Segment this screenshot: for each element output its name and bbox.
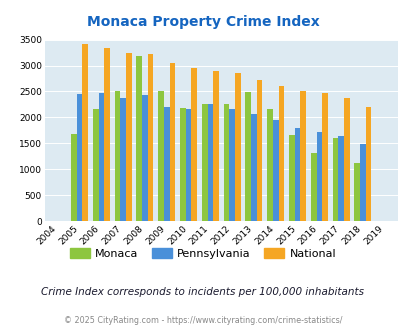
Bar — [316, 132, 322, 221]
Bar — [114, 91, 120, 221]
Text: Crime Index corresponds to incidents per 100,000 inhabitants: Crime Index corresponds to incidents per… — [41, 287, 364, 297]
Bar — [207, 104, 213, 221]
Bar — [82, 44, 88, 221]
Bar — [71, 134, 77, 221]
Legend: Monaca, Pennsylvania, National: Monaca, Pennsylvania, National — [65, 244, 340, 263]
Bar — [136, 56, 142, 221]
Bar — [147, 54, 153, 221]
Bar — [343, 98, 349, 221]
Bar — [93, 109, 98, 221]
Bar — [191, 68, 196, 221]
Bar — [169, 63, 175, 221]
Bar — [359, 144, 365, 221]
Bar — [278, 86, 284, 221]
Bar — [322, 93, 327, 221]
Bar — [365, 107, 371, 221]
Bar — [251, 114, 256, 221]
Bar — [120, 98, 126, 221]
Bar — [126, 52, 131, 221]
Bar — [245, 92, 251, 221]
Bar — [300, 91, 305, 221]
Bar — [332, 138, 337, 221]
Bar — [229, 109, 234, 221]
Bar — [354, 163, 359, 221]
Bar — [180, 108, 185, 221]
Bar — [104, 49, 110, 221]
Bar — [98, 93, 104, 221]
Text: Monaca Property Crime Index: Monaca Property Crime Index — [86, 15, 319, 29]
Bar — [158, 91, 164, 221]
Bar — [185, 109, 191, 221]
Bar — [294, 128, 300, 221]
Bar — [201, 104, 207, 221]
Bar — [337, 136, 343, 221]
Bar — [310, 153, 316, 221]
Bar — [142, 95, 147, 221]
Bar — [213, 71, 218, 221]
Text: © 2025 CityRating.com - https://www.cityrating.com/crime-statistics/: © 2025 CityRating.com - https://www.city… — [64, 315, 341, 325]
Bar — [77, 93, 82, 221]
Bar — [288, 135, 294, 221]
Bar — [256, 80, 262, 221]
Bar — [272, 120, 278, 221]
Bar — [234, 73, 240, 221]
Bar — [266, 109, 272, 221]
Bar — [223, 104, 229, 221]
Bar — [164, 107, 169, 221]
